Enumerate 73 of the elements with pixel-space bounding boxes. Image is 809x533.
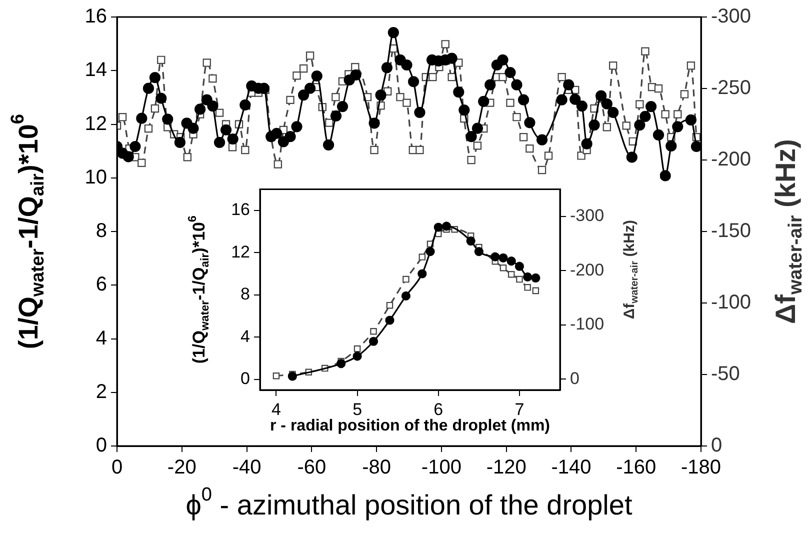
point [474,247,484,256]
x-tick-label: -40 [232,456,262,479]
y2-tick-label: 0 [711,434,722,457]
point [418,269,427,278]
point [370,328,377,335]
y2-tick-label: -200 [711,148,752,171]
point [514,262,524,271]
point [434,222,443,232]
point [516,276,523,283]
y2-tick-label: 0 [570,368,580,388]
y-tick-label: 12 [231,242,250,262]
y2-axis-title: Δfwater-air (kHz) [621,220,641,320]
point [508,271,515,278]
x-tick-label: 7 [514,400,524,419]
y-axis-title: (1/Qwater-1/Qair)*106 [6,114,48,350]
y2-axis-title: Δfwater-air (kHz) [770,138,807,324]
y2-tick-label: -100 [711,292,752,314]
y-tick-label: 14 [84,59,107,82]
x-tick-label: -100 [421,456,462,479]
x-tick-label: -120 [486,456,526,479]
x-axis-title: r - radial position of the droplet (mm) [270,417,550,434]
y-tick-label: 4 [96,327,107,350]
x-tick-label: -60 [297,456,326,479]
point [490,252,500,262]
point [531,273,540,283]
y-tick-label: 6 [96,274,107,296]
y-tick-label: 0 [240,369,250,388]
x-tick-label: 0 [111,456,123,479]
point [272,372,280,380]
x-tick-label: -20 [167,456,196,479]
y-tick-label: 16 [84,6,107,28]
point [442,222,452,231]
point [402,276,410,283]
point [524,284,531,291]
point [418,254,426,260]
point [532,287,540,294]
x-tick-label: 4 [271,400,281,419]
point [336,359,346,368]
point [523,272,532,282]
x-tick-label: 5 [352,400,362,419]
point [385,316,394,325]
point [426,247,435,256]
y2-tick-label: -100 [570,314,604,334]
y-tick-label: 16 [231,200,250,220]
point [288,372,297,381]
y-tick-label: 4 [240,326,250,346]
point [401,291,410,300]
y2-tick-label: -150 [711,220,752,242]
point [500,264,507,272]
x-tick-label: -140 [551,456,592,479]
point [352,352,362,361]
x-tick-label: -160 [616,456,656,479]
y-tick-label: 2 [96,380,107,403]
y-tick-label: 12 [84,112,107,135]
point [354,345,361,352]
y-axis-title: (1/Qwater-1/Qair)*106 [187,216,212,364]
point [498,253,508,262]
x-tick-label: -180 [680,456,722,479]
y2-tick-label: -300 [570,206,604,226]
y-tick-label: 8 [96,220,107,242]
y2-tick-label: -50 [711,363,740,386]
y2-tick-label: -250 [711,77,752,100]
y2-tick-label: -300 [711,6,752,28]
x-tick-label: -80 [362,456,392,479]
point [466,236,476,246]
y-tick-label: 10 [84,166,107,188]
y-tick-label: 0 [96,434,107,457]
point [368,336,378,346]
x-tick-label: 6 [434,400,444,419]
point [506,256,516,266]
y2-tick-label: -200 [570,260,604,280]
point [386,302,394,309]
y-tick-label: 8 [240,284,250,304]
